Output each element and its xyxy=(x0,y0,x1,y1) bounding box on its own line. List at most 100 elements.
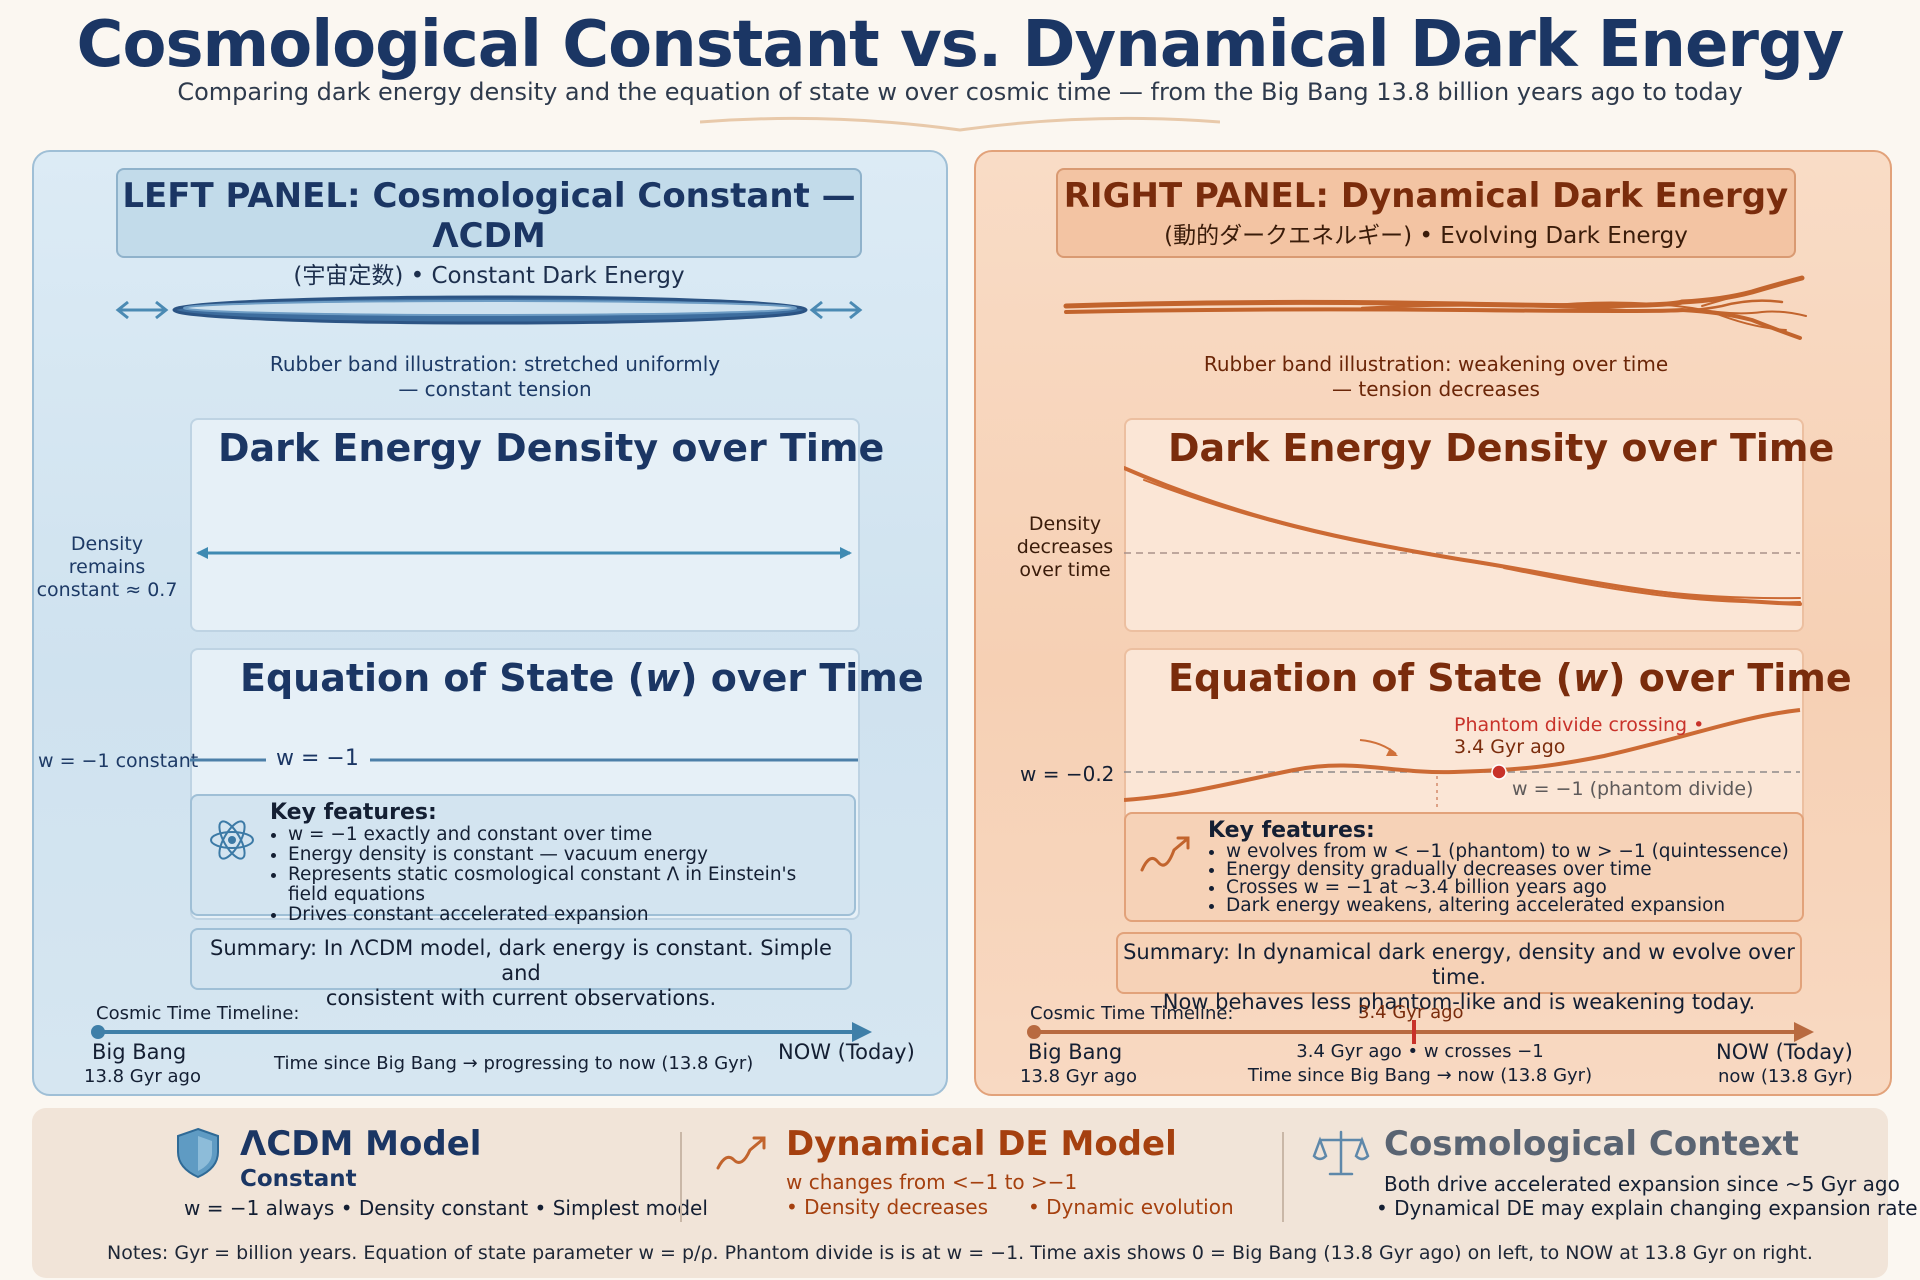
page-subtitle: Comparing dark energy density and the eq… xyxy=(177,78,1743,106)
right-timeline-mid: 3.4 Gyr ago • w crosses −1 Time since Bi… xyxy=(1230,1040,1610,1088)
right-heading-prefix: RIGHT PANEL: xyxy=(1063,176,1341,216)
list-item: Energy density gradually decreases over … xyxy=(1226,860,1798,879)
left-eos-side-label: w = −1 constant xyxy=(38,750,199,772)
left-eos-title-a: Equation of State ( xyxy=(240,656,646,700)
left-eos-title-w: w xyxy=(645,656,681,700)
right-timeline-start: Big Bang xyxy=(1028,1040,1123,1064)
right-summary: Summary: In dynamical dark energy, densi… xyxy=(1116,932,1802,1014)
left-timeline-mid: Time since Big Bang → progressing to now… xyxy=(274,1053,754,1074)
right-timeline-marker-label: 3.4 Gyr ago xyxy=(1358,1002,1464,1023)
right-features-box: Key features: w evolves from w < −1 (pha… xyxy=(1124,812,1804,922)
left-density-line xyxy=(196,547,852,559)
footer-dyn-bullet-2: • Dynamic evolution xyxy=(1028,1195,1234,1219)
right-density-side-line-2: decreases xyxy=(1016,536,1114,558)
right-heading-subtitle: (動的ダークエネルギー) • Evolving Dark Energy xyxy=(1164,223,1688,249)
trend-up-icon xyxy=(1140,836,1190,872)
left-panel-heading: LEFT PANEL: Cosmological Constant — ΛCDM… xyxy=(116,168,862,289)
footer-divider xyxy=(1282,1132,1284,1222)
right-band-caption: Rubber band illustration: weakening over… xyxy=(1156,352,1716,402)
right-timeline-end: NOW (Today) xyxy=(1716,1040,1853,1064)
left-eos-title: Equation of State (w) over Time xyxy=(240,656,924,700)
left-rubber-band xyxy=(115,295,863,325)
right-summary-line-1: Summary: In dynamical dark energy, densi… xyxy=(1123,940,1795,989)
left-summary: Summary: In ΛCDM model, dark energy is c… xyxy=(190,928,852,1010)
left-density-title: Dark Energy Density over Time xyxy=(218,426,885,470)
phantom-callout-line-1: Phantom divide crossing • xyxy=(1454,714,1705,736)
left-timeline-start: Big Bang xyxy=(92,1040,187,1064)
right-panel-heading: RIGHT PANEL: Dynamical Dark Energy (動的ダー… xyxy=(1056,168,1796,258)
right-summary-line-2: Now behaves less phantom-like and is wea… xyxy=(1162,990,1756,1014)
footer-dyn-text: w changes from <−1 to >−1 xyxy=(786,1170,1078,1194)
right-density-side-line-3: over time xyxy=(1019,559,1111,581)
right-density-curve xyxy=(1124,466,1802,606)
left-density-chart xyxy=(190,418,860,632)
right-eos-title-a: Equation of State ( xyxy=(1168,656,1574,700)
right-features-title: Key features: xyxy=(1208,818,1375,843)
left-features-list: w = −1 exactly and constant over time En… xyxy=(270,825,840,925)
left-features-box: Key features: w = −1 exactly and constan… xyxy=(190,794,856,925)
right-timeline-axis xyxy=(1027,1020,1814,1044)
left-band-caption: Rubber band illustration: stretched unif… xyxy=(200,352,790,402)
footer-lcdm-text: w = −1 always • Density constant • Simpl… xyxy=(184,1196,708,1220)
footer-context-line-2: • Dynamical DE may explain changing expa… xyxy=(1376,1196,1918,1220)
right-timeline-mid-line-1: 3.4 Gyr ago • w crosses −1 xyxy=(1296,1041,1544,1062)
left-timeline-end: NOW (Today) xyxy=(778,1040,915,1064)
left-timeline-axis xyxy=(91,1022,872,1042)
left-eos-inline-label: w = −1 xyxy=(276,746,359,771)
list-item: Drives constant accelerated expansion xyxy=(288,905,840,925)
right-band-caption-line-1: Rubber band illustration: weakening over… xyxy=(1203,352,1669,376)
shield-icon xyxy=(177,1127,219,1179)
left-eos-title-b: ) over Time xyxy=(680,656,924,700)
left-eos-line xyxy=(190,758,858,762)
footer-divider xyxy=(680,1132,682,1222)
footer-lcdm-title: ΛCDM Model xyxy=(240,1124,482,1164)
left-density-side-line-1: Density remains xyxy=(68,533,146,578)
footer-dyn-bullet-1: • Density decreases xyxy=(786,1195,989,1219)
list-item: Crosses w = −1 at ~3.4 billion years ago xyxy=(1226,878,1798,897)
right-eos-title-w: w xyxy=(1573,656,1609,700)
left-heading-prefix: LEFT PANEL: xyxy=(122,176,373,216)
phantom-callout-line-2: 3.4 Gyr ago xyxy=(1454,736,1566,758)
left-heading-subtitle: (宇宙定数) • Constant Dark Energy xyxy=(293,263,685,289)
right-band-caption-line-2: — tension decreases xyxy=(1332,377,1540,401)
footer-lcdm-subtitle: Constant xyxy=(240,1166,357,1192)
right-density-side-line-1: Density xyxy=(1028,513,1102,535)
footer-context-title: Cosmological Context xyxy=(1384,1124,1799,1164)
right-features-list: w evolves from w < −1 (phantom) to w > −… xyxy=(1208,842,1798,915)
footer-panel xyxy=(32,1108,1888,1278)
right-density-title: Dark Energy Density over Time xyxy=(1168,426,1835,470)
right-eos-title-b: ) over Time xyxy=(1608,656,1852,700)
phantom-crossing-callout: Phantom divide crossing • 3.4 Gyr ago xyxy=(1454,714,1704,758)
list-item: w = −1 exactly and constant over time xyxy=(288,825,840,845)
left-band-caption-line-1: Rubber band illustration: stretched unif… xyxy=(269,352,721,376)
right-eos-curve xyxy=(1124,708,1801,808)
footer-context-line-1: Both drive accelerated expansion since ~… xyxy=(1384,1172,1900,1196)
left-density-side-line-2: constant ≈ 0.7 xyxy=(36,579,178,601)
list-item: Dark energy weakens, altering accelerate… xyxy=(1226,896,1798,915)
page-title: Cosmological Constant vs. Dynamical Dark… xyxy=(76,8,1845,82)
left-timeline-start-sub: 13.8 Gyr ago xyxy=(84,1066,201,1087)
right-heading-title: Dynamical Dark Energy xyxy=(1340,176,1789,216)
right-rubber-band xyxy=(1063,275,1807,340)
right-eos-title: Equation of State (w) over Time xyxy=(1168,656,1852,700)
footer-notes: Notes: Gyr = billion years. Equation of … xyxy=(107,1242,1813,1264)
trend-up-icon xyxy=(716,1136,766,1170)
left-timeline-title: Cosmic Time Timeline: xyxy=(96,1003,300,1024)
header-flourish xyxy=(700,116,1220,132)
list-item: Represents static cosmological constant … xyxy=(288,865,840,905)
scales-icon xyxy=(1312,1130,1370,1176)
right-timeline-title: Cosmic Time Timeline: xyxy=(1030,1003,1234,1024)
right-timeline-end-sub: now (13.8 Gyr) xyxy=(1718,1066,1853,1087)
left-heading-title: Cosmological Constant — ΛCDM xyxy=(372,176,856,256)
list-item: w evolves from w < −1 (phantom) to w > −… xyxy=(1226,842,1798,861)
left-band-caption-line-2: — constant tension xyxy=(398,377,592,401)
footer-dyn-title: Dynamical DE Model xyxy=(786,1124,1177,1164)
left-summary-line-2: consistent with current observations. xyxy=(325,986,717,1010)
list-item: Energy density is constant — vacuum ener… xyxy=(288,845,840,865)
right-timeline-mid-line-2: Time since Big Bang → now (13.8 Gyr) xyxy=(1247,1065,1593,1086)
right-density-side-label: Density decreases over time xyxy=(1010,513,1120,582)
left-summary-line-1: Summary: In ΛCDM model, dark energy is c… xyxy=(210,936,832,985)
phantom-divide-label: w = −1 (phantom divide) xyxy=(1512,778,1754,800)
left-features-title: Key features: xyxy=(270,800,437,825)
left-density-side-label: Density remains constant ≈ 0.7 xyxy=(34,533,180,602)
